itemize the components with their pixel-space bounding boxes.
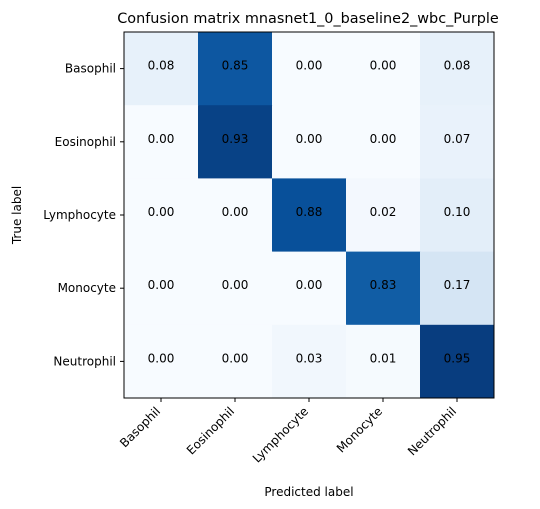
- x-tick-label: Eosinophil: [184, 404, 237, 457]
- cell-value-label: 0.00: [148, 278, 175, 292]
- cell-value-label: 0.00: [370, 132, 397, 146]
- heatmap-cell-labels: 0.08 0.85 0.00 0.00 0.08 0.00 0.93 0.00 0.00 0.07…: [148, 59, 471, 366]
- cell-value-label: 0.10: [444, 205, 471, 219]
- y-tick-label: Eosinophil: [55, 135, 116, 149]
- cell-value-label: 0.00: [222, 205, 249, 219]
- cell-value-label: 0.17: [444, 278, 471, 292]
- cell-value-label: 0.00: [296, 278, 323, 292]
- y-tick-label: Lymphocyte: [43, 208, 116, 222]
- x-tick-label: Basophil: [117, 404, 163, 450]
- cell-value-label: 0.95: [444, 351, 471, 365]
- heatmap-cell: [346, 105, 421, 179]
- cell-value-label: 0.00: [222, 278, 249, 292]
- x-tick-label: Neutrophil: [405, 404, 459, 458]
- heatmap-cell: [420, 105, 495, 179]
- cell-value-label: 0.93: [222, 132, 249, 146]
- cell-value-label: 0.00: [296, 59, 323, 73]
- cell-value-label: 0.00: [148, 132, 175, 146]
- heatmap-cell: [272, 178, 347, 253]
- heatmap-cell: [272, 251, 347, 326]
- cell-value-label: 0.83: [370, 278, 397, 292]
- cell-value-label: 0.00: [222, 351, 249, 365]
- heatmap-cell: [198, 178, 273, 253]
- heatmap-cell: [346, 324, 421, 399]
- y-axis-ticks: Basophil Eosinophil Lymphocyte Monocyte Neut…: [43, 62, 124, 368]
- cell-value-label: 0.02: [370, 205, 397, 219]
- heatmap-cell: [346, 178, 421, 253]
- cell-value-label: 0.07: [444, 132, 471, 146]
- heatmap-cell: [124, 32, 199, 106]
- heatmap-cell: [198, 251, 273, 326]
- chart-title: Confusion matrix mnasnet1_0_baseline2_wb…: [117, 11, 499, 27]
- x-tick-label: Lymphocyte: [250, 404, 311, 465]
- heatmap-cell: [420, 251, 495, 326]
- heatmap-cell: [346, 32, 421, 106]
- cell-value-label: 0.88: [296, 205, 323, 219]
- y-tick-label: Neutrophil: [53, 354, 116, 368]
- heatmap-cell: [346, 251, 421, 326]
- y-tick-label: Monocyte: [58, 281, 116, 295]
- heatmap-cell: [198, 32, 273, 106]
- cell-value-label: 0.00: [296, 132, 323, 146]
- cell-value-label: 0.08: [148, 59, 175, 73]
- cell-value-label: 0.00: [148, 205, 175, 219]
- x-axis-label: Predicted label: [264, 485, 353, 499]
- heatmap-cell: [124, 324, 199, 399]
- heatmap-cell: [272, 105, 347, 179]
- heatmap-cells: [124, 32, 495, 399]
- heatmap-cell: [420, 178, 495, 253]
- cell-value-label: 0.00: [148, 351, 175, 365]
- heatmap-cell: [198, 105, 273, 179]
- cell-value-label: 0.85: [222, 59, 249, 73]
- heatmap-cell: [124, 251, 199, 326]
- heatmap-cell: [272, 32, 347, 106]
- heatmap-cell: [198, 324, 273, 399]
- heatmap-cell: [124, 178, 199, 253]
- cell-value-label: 0.00: [370, 59, 397, 73]
- y-axis-label: True label: [10, 186, 24, 245]
- cell-value-label: 0.01: [370, 351, 397, 365]
- y-tick-label: Basophil: [65, 62, 116, 76]
- heatmap-cell: [124, 105, 199, 179]
- x-axis-ticks: Basophil Eosinophil Lymphocyte Monocyte Neut…: [117, 398, 459, 466]
- cell-value-label: 0.08: [444, 59, 471, 73]
- x-tick-label: Monocyte: [334, 404, 385, 455]
- heatmap-cell: [420, 324, 495, 399]
- heatmap-cell: [420, 32, 495, 106]
- cell-value-label: 0.03: [296, 351, 323, 365]
- heatmap-cell: [272, 324, 347, 399]
